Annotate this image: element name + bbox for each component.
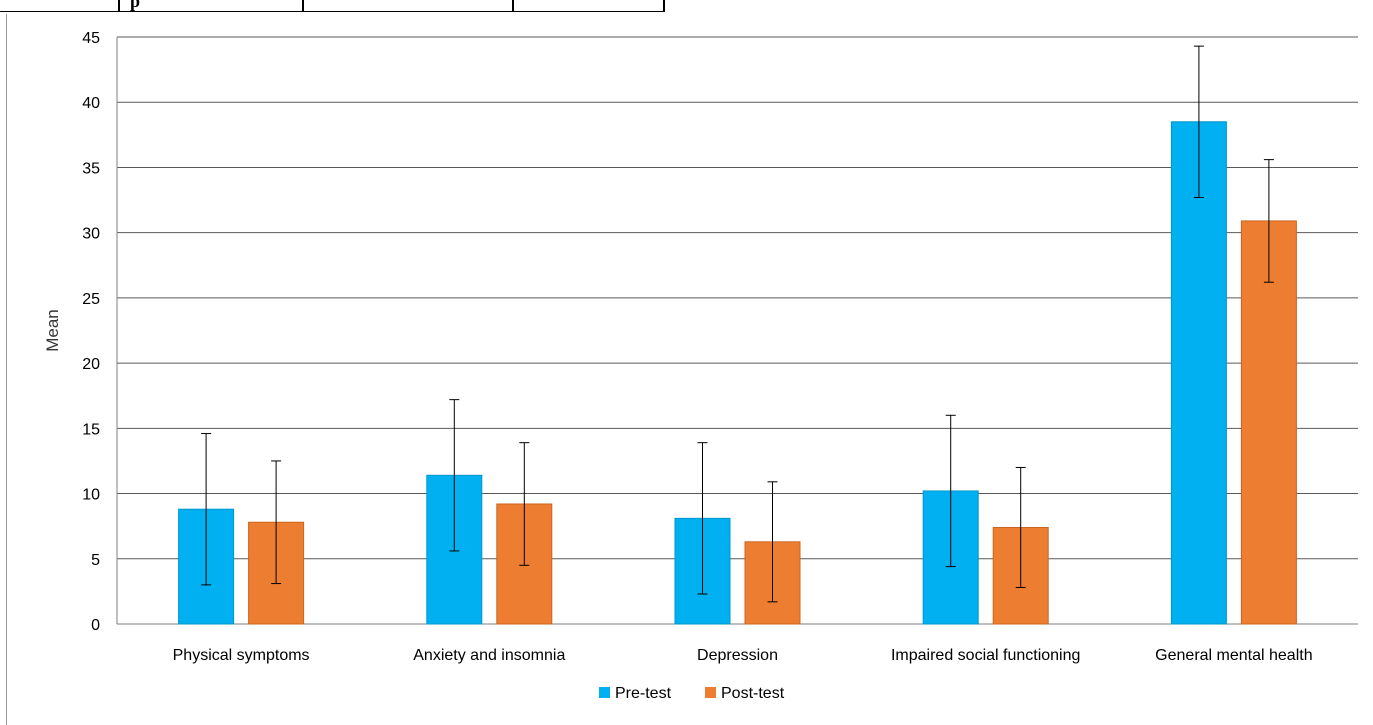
y-tick-label: 40 (82, 95, 100, 112)
legend-swatch (705, 687, 716, 698)
legend-swatch (599, 687, 610, 698)
y-tick-label: 10 (82, 487, 100, 504)
table-cell-divider (512, 0, 514, 11)
legend-label: Post-test (721, 685, 785, 702)
table-cell-divider (302, 0, 304, 11)
table-cell-divider (663, 0, 665, 11)
y-tick-label: 25 (82, 291, 100, 308)
x-category-label: General mental health (1155, 647, 1312, 664)
y-tick-label: 30 (82, 226, 100, 243)
y-tick-label: 0 (91, 617, 100, 634)
table-fragment: p (0, 0, 665, 12)
y-tick-label: 35 (82, 160, 100, 177)
y-tick-label: 5 (91, 552, 100, 569)
x-category-label: Impaired social functioning (891, 647, 1080, 664)
x-category-label: Physical symptoms (173, 647, 310, 664)
y-tick-label: 15 (82, 421, 100, 438)
y-tick-label: 45 (82, 30, 100, 47)
table-cell-divider (118, 0, 120, 11)
y-tick-label: 20 (82, 356, 100, 373)
legend-label: Pre-test (615, 685, 672, 702)
x-category-label: Anxiety and insomnia (413, 647, 565, 664)
y-axis-title: Mean (43, 309, 62, 352)
bar-pre-test-4 (1170, 121, 1227, 625)
table-cell-text: p (130, 0, 141, 11)
bar-post-test-4 (1240, 220, 1297, 625)
x-category-label: Depression (697, 647, 778, 664)
page-left-rule (6, 14, 7, 725)
